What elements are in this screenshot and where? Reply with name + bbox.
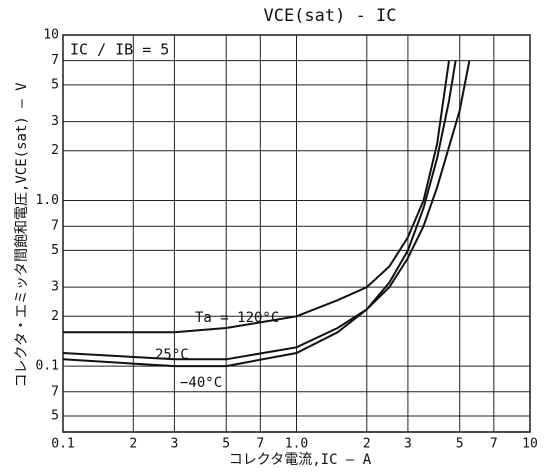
x-tick-label: 3 [404,437,412,452]
y-tick-label: 7 [51,384,59,399]
y-tick-label: 3 [51,280,59,295]
x-tick-label: 2 [129,437,137,452]
x-tick-label: 2 [363,437,371,452]
curve [62,60,457,361]
y-tick-label: 7 [51,53,59,68]
y-tick-label: 5 [51,408,59,423]
y-axis-label: コレクタ・エミッタ間飽和電圧,VCE(sat) — V [13,82,30,388]
curve [62,60,471,368]
curve-label: −40°C [180,375,222,391]
y-tick-label: 2 [51,143,59,158]
x-axis-label: コレクタ電流,IC — A [229,452,372,468]
x-tick-label: 10 [522,437,538,452]
x-tick-label: 7 [490,437,498,452]
x-tick-label: 1.0 [285,437,308,452]
curve [63,60,450,334]
x-tick-label: 5 [222,437,230,452]
x-tick-label: 3 [170,437,178,452]
y-tick-label: 10 [43,28,59,43]
y-tick-label: 7 [51,219,59,234]
y-tick-label: 0.1 [36,359,59,374]
y-tick-label: 3 [51,114,59,129]
annotation: IC / IB = 5 [70,41,169,59]
y-tick-label: 2 [51,309,59,324]
x-tick-label: 0.1 [51,437,74,452]
chart-title: VCE(sat) - IC [263,6,396,26]
y-tick-label: 5 [51,77,59,92]
curve-label: Ta = 120°C [195,310,279,326]
x-tick-label: 5 [456,437,464,452]
x-tick-label: 7 [256,437,264,452]
y-tick-label: 5 [51,243,59,258]
curve-label: 25°C [155,347,189,363]
y-tick-label: 1.0 [36,193,59,208]
